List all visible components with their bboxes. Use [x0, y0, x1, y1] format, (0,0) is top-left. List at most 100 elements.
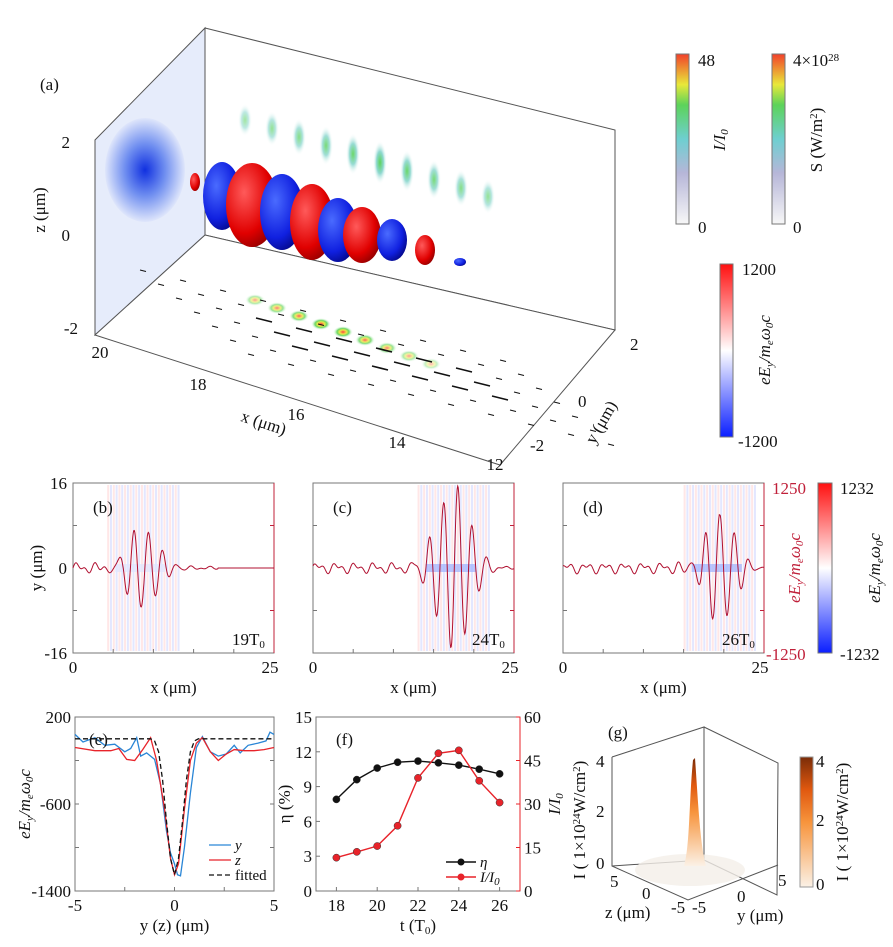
- legend-label: I/I0: [479, 870, 500, 888]
- panel-label-d: (d): [583, 498, 603, 517]
- xz-intensity-spot: [427, 159, 441, 200]
- legend-label: y: [233, 838, 242, 854]
- panel-g: (g) 4 2 0 I ( 1×1024W/cm2) 5 0 -5 z (μm)…: [570, 723, 852, 925]
- x-tick: 26: [491, 896, 508, 915]
- field-core: [115, 564, 166, 572]
- data-point: [434, 758, 443, 767]
- y-tick: 9: [304, 778, 313, 797]
- y-right-tick: 60: [524, 708, 541, 727]
- yz-intensity-spot: [105, 118, 185, 222]
- poynting-arrow: [229, 339, 237, 342]
- xz-intensity-spot: [319, 125, 333, 166]
- ey-waveform: [72, 529, 274, 608]
- x-axis-label: y (z) (μm): [140, 916, 210, 935]
- colorbar-max: 1232: [840, 479, 874, 498]
- poynting-arrow: [367, 383, 375, 386]
- xy-floor: [94, 234, 616, 466]
- xz-intensity-spot: [373, 140, 387, 185]
- legend-marker: [457, 873, 465, 881]
- poynting-arrow: [393, 361, 411, 367]
- panel-label-b: (b): [93, 498, 113, 517]
- g-y-label: y (μm): [737, 906, 783, 925]
- x-tick: -5: [68, 896, 82, 915]
- field-stripe: [420, 485, 423, 651]
- bcd-y-axis-label: y (μm): [27, 545, 46, 591]
- g-x-label: z (μm): [605, 903, 650, 922]
- data-point: [373, 764, 382, 772]
- data-point: [454, 761, 463, 769]
- x-tick: 0: [559, 658, 568, 677]
- xy-hotspot: [311, 318, 331, 330]
- series-fitted-line: [75, 738, 274, 875]
- y-tick: -16: [44, 644, 67, 663]
- poynting-arrow: [179, 279, 187, 282]
- poynting-arrow: [157, 283, 165, 286]
- g-x-tick: 5: [610, 872, 619, 891]
- field-stripe: [689, 485, 692, 651]
- poynting-arrow: [357, 333, 365, 336]
- poynting-arrow: [233, 321, 241, 324]
- poynting-arrow: [535, 387, 543, 390]
- x-tick: 20: [92, 343, 109, 362]
- poynting-arrow: [527, 423, 535, 426]
- poynting-arrow: [411, 375, 429, 381]
- data-point: [352, 848, 361, 856]
- y-tick: 2: [630, 335, 639, 354]
- poynting-arrow: [455, 367, 473, 373]
- poynting-arrow: [447, 403, 455, 406]
- colorbar-label: I/I0: [710, 129, 731, 152]
- g-colorbar-max: 4: [816, 752, 825, 771]
- poynting-arrow: [437, 353, 445, 356]
- data-point: [454, 746, 463, 755]
- panel-d: (d) 26T0 0 25 x (μm): [559, 482, 769, 697]
- field-stripe: [748, 485, 751, 651]
- data-point: [352, 775, 361, 784]
- data-point: [495, 798, 504, 807]
- x-axis-label: x (μm): [150, 678, 196, 697]
- ey-waveform: [312, 484, 515, 649]
- field-stripe: [683, 485, 686, 651]
- series-y-line: [74, 731, 275, 877]
- xy-hotspot: [399, 350, 419, 362]
- poynting-arrow: [287, 363, 295, 366]
- xz-intensity-spot: [265, 111, 279, 146]
- poynting-arrow: [291, 345, 309, 351]
- xy-hotspot: [245, 294, 265, 306]
- field-stripe: [174, 485, 177, 651]
- g-z-tick: 2: [596, 802, 605, 821]
- poynting-arrow: [193, 311, 201, 314]
- x-axis-label: t (T0): [400, 916, 436, 937]
- x-tick: 18: [190, 375, 207, 394]
- x-tick: 16: [288, 405, 305, 424]
- g-colorbar-min: 0: [816, 875, 825, 894]
- y-tick: 0: [304, 882, 313, 901]
- colorbar-min: -1200: [738, 432, 778, 451]
- xz-intensity-spot: [238, 103, 252, 137]
- field-stripe: [485, 485, 488, 651]
- ey-isosurface-negative: [454, 258, 466, 266]
- poynting-arrow: [429, 389, 437, 392]
- panel-a: (a) 2 0 -2 z (μm) 20 18 16 14 12 x (μm) …: [30, 26, 840, 474]
- y-tick: 0: [578, 392, 587, 411]
- poynting-arrow: [313, 341, 331, 347]
- xz-intensity-spot: [292, 118, 306, 156]
- y-right-tick: 30: [524, 795, 541, 814]
- right-axis-max: 1250: [772, 479, 806, 498]
- y-tick: 16: [50, 474, 67, 493]
- g-intensity-peak: [684, 758, 706, 866]
- x-tick: 20: [369, 896, 386, 915]
- ey-isosurface-positive: [415, 235, 435, 265]
- x-tick: 25: [262, 658, 279, 677]
- poynting-arrow: [607, 443, 615, 446]
- legend-label: fitted: [235, 868, 267, 884]
- y-right-tick: 15: [524, 839, 541, 858]
- poynting-arrow: [175, 297, 183, 300]
- field-stripe: [109, 485, 112, 651]
- field-core: [691, 564, 742, 572]
- xy-field-pattern: [139, 269, 615, 446]
- poynting-arrow: [331, 355, 349, 361]
- panel-label-f: (f): [336, 730, 353, 749]
- xz-intensity-spot: [454, 169, 468, 207]
